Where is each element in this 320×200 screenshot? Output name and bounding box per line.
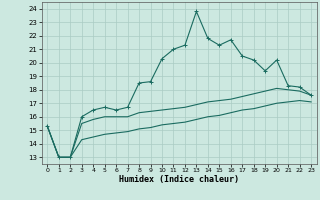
X-axis label: Humidex (Indice chaleur): Humidex (Indice chaleur) <box>119 175 239 184</box>
